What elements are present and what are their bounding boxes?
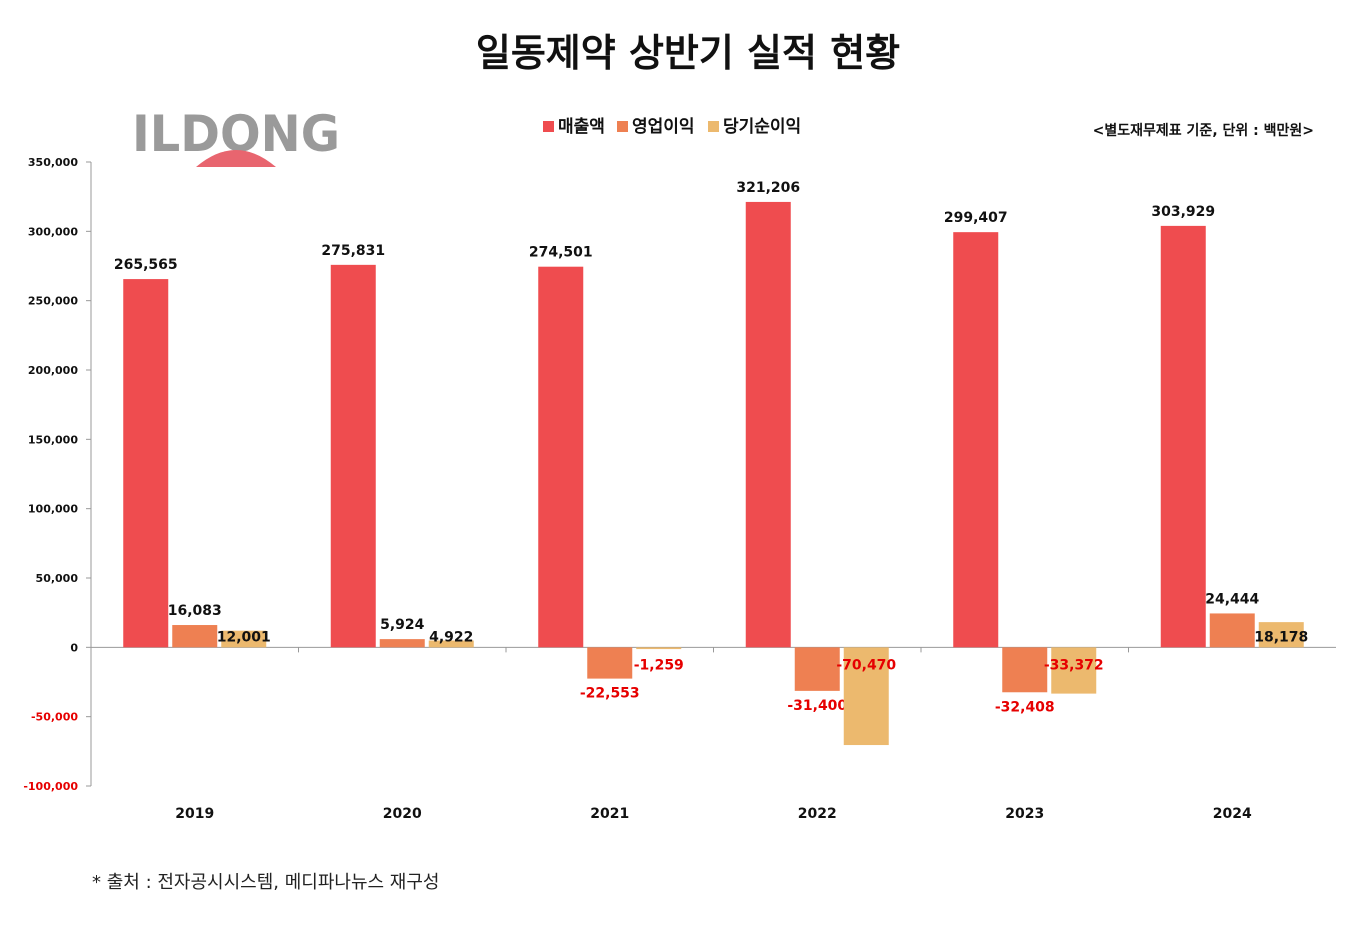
x-tick-label: 2024	[1213, 806, 1252, 822]
y-tick-label: 0	[70, 641, 78, 654]
bar-매출액-2023	[953, 232, 999, 648]
bar-영업이익-2021	[587, 647, 633, 679]
bar-영업이익-2022	[794, 647, 840, 691]
data-label: 18,178	[1254, 629, 1308, 645]
x-tick-label: 2022	[798, 806, 837, 822]
data-label: 275,831	[321, 243, 385, 259]
bar-영업이익-2023	[1002, 647, 1048, 693]
data-label: 16,083	[168, 603, 222, 619]
bar-매출액-2019	[123, 279, 169, 648]
y-tick-label: 100,000	[28, 503, 78, 516]
bar-영업이익-2024	[1209, 613, 1255, 648]
bar-매출액-2021	[538, 266, 584, 648]
bar-당기순이익-2021	[636, 647, 682, 650]
data-label: 299,407	[944, 210, 1008, 226]
x-tick-label: 2019	[175, 806, 214, 822]
y-tick-label: 150,000	[28, 433, 78, 446]
data-label: -32,408	[995, 699, 1055, 715]
legend-label: 매출액	[558, 117, 605, 137]
legend-swatch	[617, 121, 628, 132]
chart-title: 일동제약 상반기 실적 현황	[476, 31, 900, 75]
x-tick-label: 2021	[590, 806, 629, 822]
data-label: 321,206	[736, 180, 800, 196]
data-label: 265,565	[114, 257, 178, 273]
bar-당기순이익-2019	[221, 630, 267, 648]
source-note: * 출처 : 전자공시시스템, 메디파나뉴스 재구성	[92, 872, 439, 893]
logo-arc-icon	[196, 150, 276, 167]
x-tick-label: 2023	[1005, 806, 1044, 822]
y-tick-label: 300,000	[28, 225, 78, 238]
y-tick-label: 250,000	[28, 295, 78, 308]
y-tick-label: 50,000	[36, 572, 79, 585]
legend-label: 영업이익	[632, 117, 695, 137]
bar-당기순이익-2023	[1051, 647, 1097, 694]
bar-당기순이익-2022	[843, 647, 889, 746]
plot-area: 350,000 300,000 250,000 200,000 150,000 100,0…	[23, 156, 1336, 822]
legend-label: 당기순이익	[723, 117, 801, 137]
y-tick-label: -100,000	[23, 780, 78, 793]
data-label: 303,929	[1151, 204, 1215, 220]
ildong-logo: ILDONG	[132, 105, 340, 167]
bar-영업이익-2020	[379, 639, 425, 648]
data-label: -22,553	[580, 686, 640, 702]
unit-note: <별도재무제표 기준, 단위 : 백만원>	[1093, 122, 1314, 139]
bar-매출액-2022	[745, 201, 791, 648]
bar-당기순이익-2024	[1258, 622, 1304, 648]
legend-swatch	[543, 121, 554, 132]
data-label: 274,501	[529, 245, 593, 261]
data-label: -70,470	[836, 657, 896, 673]
data-label: -33,372	[1044, 657, 1104, 673]
bar-영업이익-2019	[172, 625, 218, 648]
bar-당기순이익-2020	[428, 640, 474, 648]
y-tick-label: 200,000	[28, 364, 78, 377]
data-label: 4,922	[429, 629, 473, 645]
legend: 매출액 영업이익 당기순이익	[543, 117, 801, 137]
data-label: 5,924	[380, 617, 425, 633]
y-tick-label: 350,000	[28, 156, 78, 169]
bar-매출액-2020	[330, 264, 376, 648]
y-tick-label: -50,000	[31, 711, 78, 724]
legend-swatch	[708, 121, 719, 132]
x-tick-label: 2020	[383, 806, 422, 822]
bar-매출액-2024	[1160, 225, 1206, 648]
data-label: 12,001	[217, 629, 271, 645]
data-label: -31,400	[787, 698, 847, 714]
data-label: -1,259	[634, 657, 684, 673]
data-label: 24,444	[1205, 591, 1259, 607]
